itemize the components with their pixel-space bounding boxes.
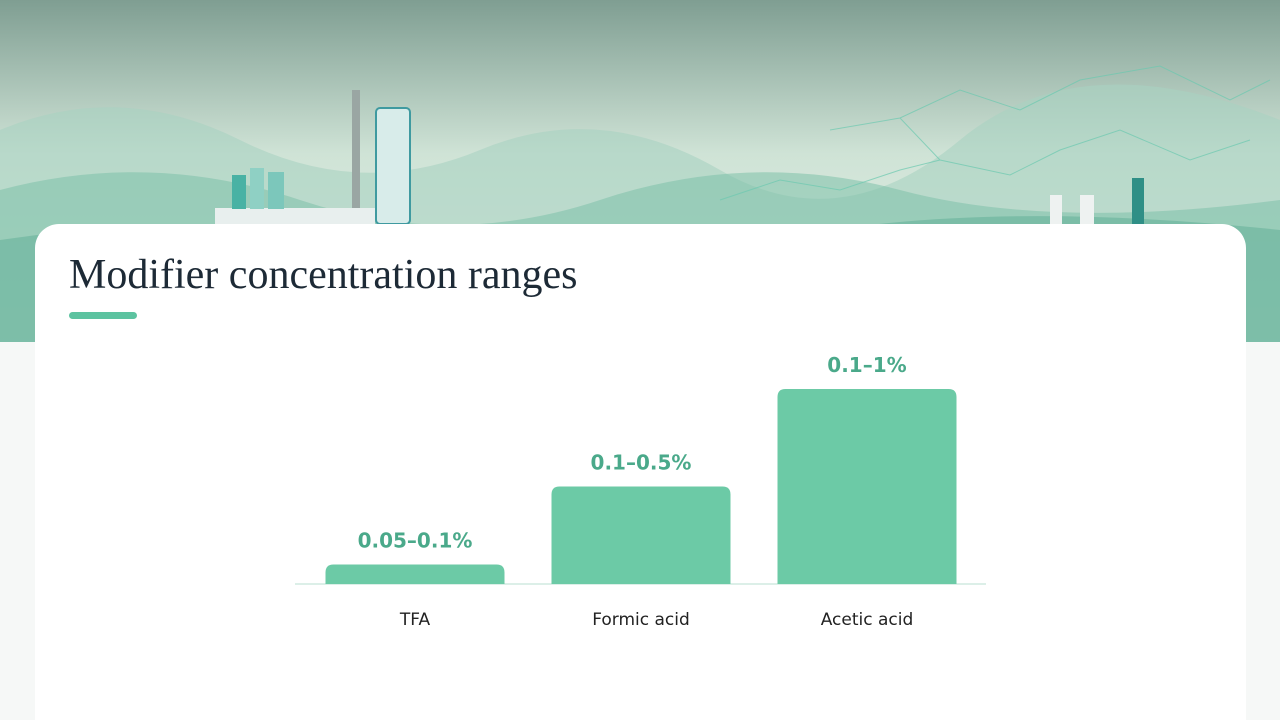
card: [35, 224, 1246, 720]
value-label: 0.05–0.1%: [358, 529, 473, 553]
bar: [325, 564, 505, 584]
chart-title: Modifier concentration ranges: [69, 252, 577, 298]
x-tick-label: TFA: [399, 610, 431, 630]
title-underline: [69, 312, 137, 319]
bar: [551, 486, 731, 584]
bar: [777, 389, 957, 584]
value-label: 0.1–0.5%: [591, 451, 692, 475]
x-tick-label: Acetic acid: [821, 610, 914, 630]
x-tick-label: Formic acid: [592, 610, 690, 630]
value-label: 0.1–1%: [827, 353, 906, 377]
